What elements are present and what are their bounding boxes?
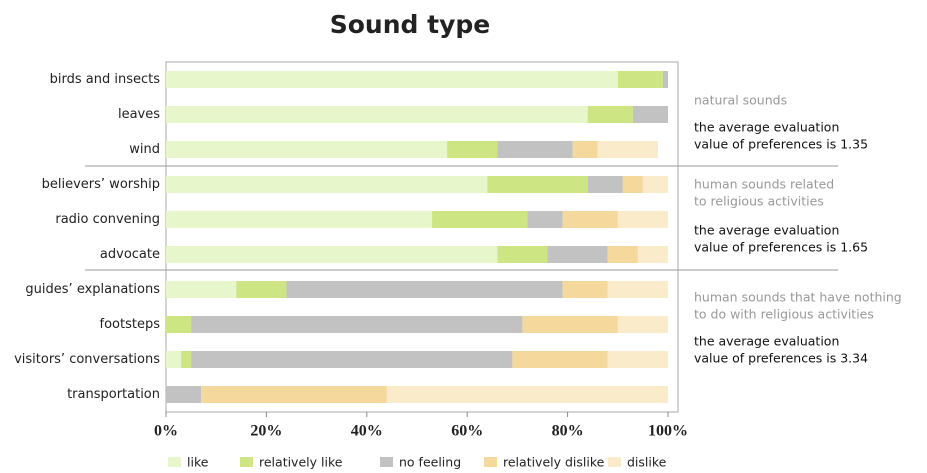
bar-segment [432, 211, 528, 228]
bar-segment [447, 141, 498, 158]
bar-segment [512, 351, 608, 368]
legend-label: relatively dislike [503, 455, 605, 470]
group-note: value of preferences is 1.35 [694, 137, 868, 152]
x-tick-label: 20% [250, 423, 282, 440]
bar-segment [587, 176, 623, 193]
category-label: wind [129, 142, 160, 157]
bar-segment [632, 106, 668, 123]
bar-segment [166, 211, 433, 228]
group-note: the average evaluation [694, 120, 839, 135]
bar-segment [617, 71, 663, 88]
x-tick-label: 40% [351, 423, 383, 440]
x-tick-label: 100% [648, 423, 688, 440]
group-label: human sounds related [694, 177, 834, 192]
bar-segment [562, 211, 618, 228]
bar-segment [166, 106, 588, 123]
bar-segment [166, 386, 202, 403]
legend-swatch [608, 457, 621, 467]
category-label: believers’ worship [42, 177, 160, 192]
bar-segment [607, 281, 668, 298]
bar-segment [662, 71, 668, 88]
category-label: advocate [100, 247, 160, 262]
bar-segment [497, 141, 573, 158]
bar-segment [547, 246, 608, 263]
bar-segment [191, 351, 513, 368]
bar-segment [487, 176, 588, 193]
bar-segment [617, 211, 668, 228]
category-label: leaves [118, 107, 160, 122]
chart-title: Sound type [330, 10, 490, 39]
bar-segment [617, 316, 668, 333]
legend-swatch [484, 457, 497, 467]
bar-segment [236, 281, 287, 298]
group-label: to do with religious activities [694, 307, 874, 322]
bar-segment [286, 281, 563, 298]
group-label: to religious activities [694, 194, 824, 209]
bar-segment [572, 141, 598, 158]
bar-segment [166, 141, 448, 158]
bar-segment [597, 141, 658, 158]
bar-segment [587, 106, 633, 123]
bar-segment [522, 316, 618, 333]
x-tick-label: 60% [451, 423, 483, 440]
plot-frame [165, 61, 679, 413]
bar-segment [166, 71, 618, 88]
bar-segment [622, 176, 643, 193]
bar-segment [166, 176, 488, 193]
bar-segment [642, 176, 668, 193]
group-label: natural sounds [694, 93, 787, 108]
bar-segment [637, 246, 668, 263]
legend-swatch [168, 457, 181, 467]
category-label: guides’ explanations [25, 282, 160, 297]
bar-segment [497, 246, 548, 263]
bar-segment [166, 351, 182, 368]
bar-segment [607, 246, 638, 263]
group-note: value of preferences is 3.34 [694, 351, 868, 366]
legend-label: relatively like [259, 455, 343, 470]
bar-segment [386, 386, 668, 403]
category-label: birds and insects [50, 72, 161, 87]
bar-segment [166, 246, 498, 263]
legend-label: like [187, 455, 209, 470]
legend-swatch [240, 457, 253, 467]
group-note: value of preferences is 1.65 [694, 240, 868, 255]
legend-label: dislike [627, 455, 667, 470]
bar-segment [166, 316, 192, 333]
legend-swatch [380, 457, 393, 467]
x-tick-label: 0% [154, 423, 178, 440]
group-note: the average evaluation [694, 334, 839, 349]
bar-segment [166, 281, 237, 298]
bar-segment [527, 211, 563, 228]
category-label: footsteps [100, 317, 161, 332]
bar-segment [201, 386, 387, 403]
group-note: the average evaluation [694, 223, 839, 238]
bar-segment [562, 281, 608, 298]
group-label: human sounds that have nothing [694, 290, 902, 305]
bar-segment [191, 316, 523, 333]
x-tick-label: 80% [552, 423, 584, 440]
legend-label: no feeling [399, 455, 461, 470]
category-label: visitors’ conversations [14, 352, 160, 367]
category-label: radio convening [55, 212, 160, 227]
bar-segment [181, 351, 192, 368]
bar-segment [607, 351, 668, 368]
category-label: transportation [67, 387, 160, 402]
